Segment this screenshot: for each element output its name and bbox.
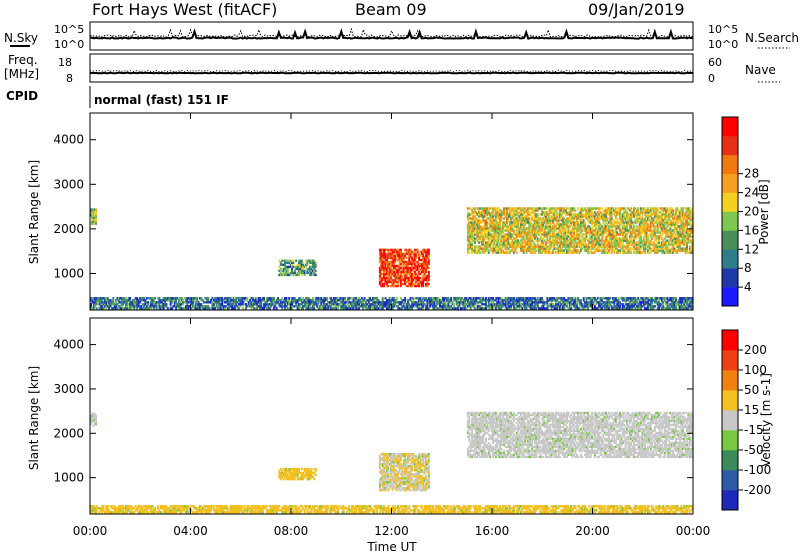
power-colorbar-tick-label: 28 (744, 167, 759, 181)
power-colorbar-swatch (722, 192, 738, 212)
time-tick-label: 20:00 (575, 524, 610, 538)
velocity-ytick-label: 3000 (53, 382, 84, 396)
power-colorbar-tick-label: 8 (744, 261, 752, 275)
velocity-region-1 (278, 467, 317, 481)
freq-unit: [MHz] (4, 67, 39, 81)
velocity-region-2 (378, 453, 430, 492)
velocity-colorbar-tick-label: 15 (744, 403, 759, 417)
velocity-colorbar-swatch (722, 350, 738, 371)
power-region-1 (278, 259, 317, 277)
velocity-colorbar-swatch (722, 410, 738, 431)
velocity-heatmap (90, 411, 694, 514)
power-colorbar-swatch (722, 135, 738, 156)
nsearch-tick-top: 10^5 (708, 23, 738, 36)
power-ytick-label: 3000 (53, 177, 84, 191)
velocity-region-4 (90, 505, 694, 514)
power-colorbar-swatch (722, 268, 738, 288)
velocity-colorbar-swatch (722, 390, 738, 411)
power-region-4 (90, 297, 694, 310)
nsky-trace (89, 28, 694, 40)
freq-label: Freq. (8, 53, 38, 67)
nsky-tick-bottom: 10^0 (54, 38, 84, 51)
power-colorbar-tick-label: 16 (744, 223, 759, 237)
power-ylabel: Slant Range [km] (27, 160, 41, 264)
nsearch-tick-bottom: 10^0 (708, 38, 738, 51)
velocity-colorbar-tick-label: -15 (744, 423, 764, 437)
velocity-ytick-label: 2000 (53, 426, 84, 440)
time-tick-label: 16:00 (475, 524, 510, 538)
velocity-colorbar-swatch (722, 470, 738, 491)
nsearch-trace (89, 27, 694, 38)
freq-tick-bottom: 8 (66, 72, 73, 85)
velocity-region-0 (90, 412, 97, 427)
velocity-colorbar-swatch (722, 330, 738, 351)
velocity-region-3 (466, 411, 694, 459)
freq-tick-top: 18 (58, 56, 72, 69)
velocity-colorbar-tick-label: 100 (744, 363, 767, 377)
beam-label: Beam 09 (355, 0, 427, 19)
freq-panel-frame (89, 53, 694, 83)
velocity-colorbar-swatch (722, 430, 738, 451)
nsky-tick-top: 10^5 (54, 23, 84, 36)
time-tick-label: 04:00 (173, 524, 208, 538)
nave-tick-top: 60 (708, 56, 722, 69)
velocity-colorbar-tick-label: 50 (744, 383, 759, 397)
power-colorbar-swatch (722, 249, 738, 269)
velocity-ytick-label: 1000 (53, 471, 84, 485)
velocity-colorbar-tick-label: -100 (744, 463, 771, 477)
cpid-label: CPID (6, 89, 38, 103)
power-colorbar-swatch (722, 117, 738, 137)
time-tick-label: 08:00 (274, 524, 309, 538)
time-tick-label: 00:00 (73, 524, 108, 538)
station-title: Fort Hays West (fitACF) (92, 0, 277, 19)
power-colorbar-swatch (722, 287, 738, 307)
power-colorbar-label: Power [dB] (757, 179, 771, 244)
power-region-2 (378, 248, 430, 288)
nave-trace (89, 69, 693, 73)
power-colorbar-tick-label: 12 (744, 242, 759, 256)
power-region-3 (466, 207, 694, 254)
power-axes: 1000 2000 3000 4000 (53, 113, 694, 310)
power-colorbar-tick-label: 24 (744, 186, 759, 200)
date-label: 09/Jan/2019 (588, 0, 685, 19)
nave-tick-bottom: 0 (708, 72, 715, 85)
power-ytick-label: 1000 (53, 266, 84, 280)
velocity-colorbar-tick-label: -200 (744, 483, 771, 497)
power-colorbar-tick-label: 20 (744, 205, 759, 219)
time-axis-ticks: 00:00 04:00 08:00 12:00 16:00 20:00 00:00 (73, 524, 711, 538)
velocity-ylabel: Slant Range [km] (27, 366, 41, 470)
power-colorbar-swatch (722, 154, 738, 174)
freq-trace (89, 71, 694, 75)
noise-panel-frame (89, 21, 694, 51)
power-colorbar-tick-label: 4 (744, 280, 752, 294)
nsky-label: N.Sky (4, 31, 38, 45)
time-tick-label: 12:00 (374, 524, 409, 538)
velocity-colorbar-swatch (722, 490, 738, 511)
power-colorbar: 4 8 12 16 20 24 28 (721, 116, 759, 307)
power-colorbar-swatch (722, 211, 738, 231)
velocity-colorbar-tick-label: -50 (744, 443, 764, 457)
power-heatmap (90, 207, 694, 310)
time-tick-label: 00:00 (676, 524, 711, 538)
velocity-colorbar-swatch (722, 450, 738, 471)
cpid-text: normal (fast) 151 IF (94, 93, 229, 107)
nave-label: Nave (745, 63, 776, 77)
power-ytick-label: 4000 (53, 133, 84, 147)
velocity-ytick-label: 4000 (53, 338, 84, 352)
velocity-colorbar-swatch (722, 370, 738, 391)
velocity-colorbar-tick-label: 200 (744, 343, 767, 357)
velocity-colorbar-frame (721, 329, 739, 511)
velocity-axes: 1000 2000 3000 4000 (53, 318, 694, 514)
power-colorbar-swatch (722, 173, 738, 193)
nsearch-label: N.Search (745, 31, 799, 45)
velocity-colorbar: 200 100 50 15 -15 -50 -100 -200 (721, 329, 771, 511)
time-axis-label: Time UT (366, 540, 417, 554)
velocity-colorbar-label: Velocity [m s-1] (759, 373, 773, 467)
power-ytick-label: 2000 (53, 222, 84, 236)
power-colorbar-swatch (722, 230, 738, 250)
power-region-0 (90, 208, 97, 225)
